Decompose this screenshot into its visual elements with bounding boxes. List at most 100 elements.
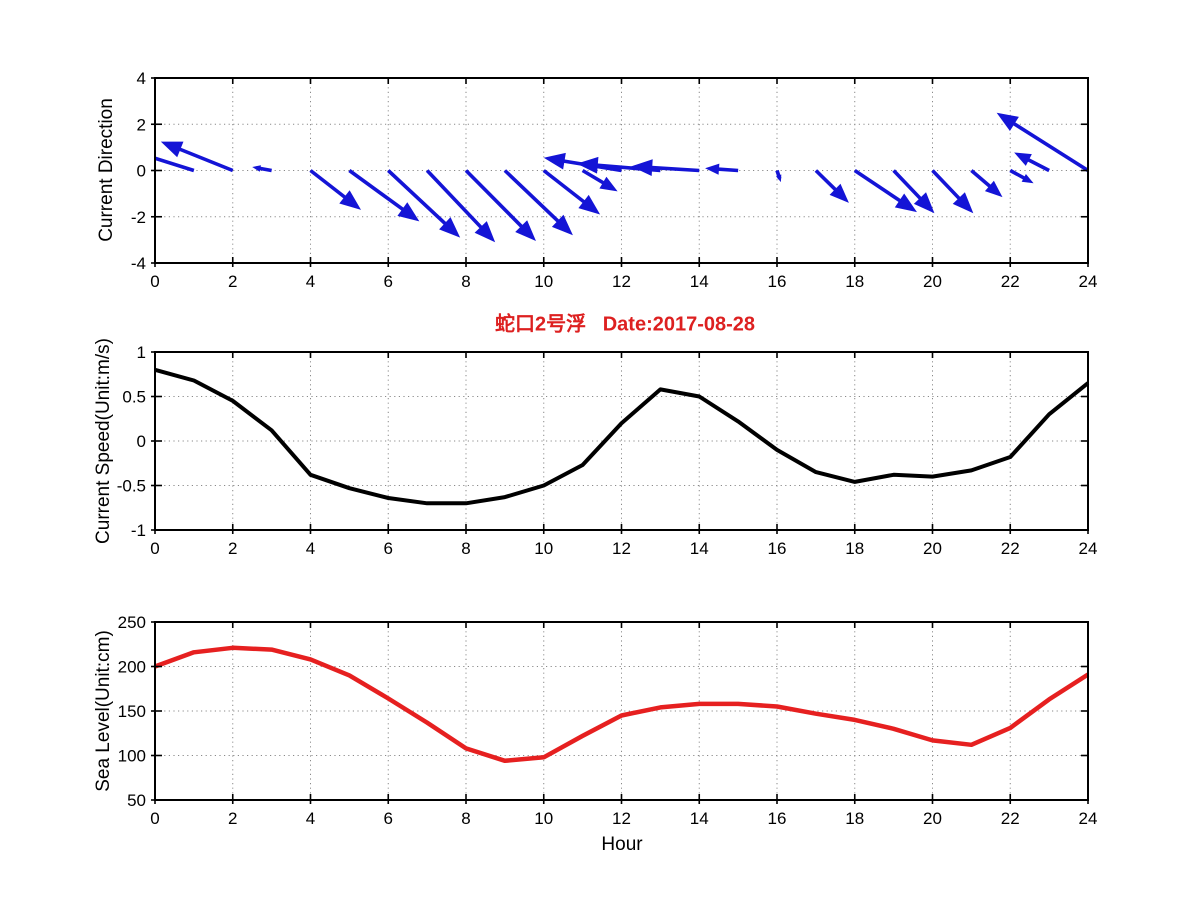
x-tick-label: 22 — [1001, 272, 1020, 291]
y-tick-label: 4 — [137, 69, 146, 88]
quiver-arrow-head — [829, 183, 849, 203]
y-tick-label: 150 — [118, 702, 146, 721]
x-tick-label: 16 — [768, 809, 787, 828]
x-tick-label: 2 — [228, 539, 237, 558]
y-tick-label: 200 — [118, 658, 146, 677]
x-tick-label: 4 — [306, 809, 315, 828]
x-tick-label: 6 — [384, 272, 393, 291]
quiver-group — [155, 112, 1088, 243]
x-tick-label: 18 — [845, 539, 864, 558]
y-axis-label-current-direction: Current Direction — [96, 98, 117, 242]
y-axis-label-current-speed: Current Speed(Unit:m/s) — [93, 338, 114, 544]
y-tick-label: 100 — [118, 747, 146, 766]
x-tick-label: 18 — [845, 272, 864, 291]
x-tick-label: 22 — [1001, 539, 1020, 558]
x-tick-label: 6 — [384, 809, 393, 828]
quiver-arrow-head — [397, 202, 420, 222]
x-tick-label: 24 — [1079, 539, 1098, 558]
quiver-arrow-shaft — [464, 169, 530, 235]
quiver-arrow-head — [543, 152, 566, 170]
x-tick-label: 16 — [768, 539, 787, 558]
quiver-arrow-head — [515, 220, 536, 242]
y-tick-label: 1 — [137, 343, 146, 362]
x-tick-label: 10 — [534, 539, 553, 558]
x-tick-label: 0 — [150, 809, 159, 828]
quiver-arrow-head — [599, 176, 618, 192]
chart-title: 蛇口2号浮 Date:2017-08-28 — [494, 313, 756, 336]
quiver-arrow-head — [578, 194, 601, 215]
x-tick-label: 10 — [534, 809, 553, 828]
x-tick-label: 8 — [461, 272, 470, 291]
x-tick-label: 4 — [306, 272, 315, 291]
quiver-arrow-head — [776, 174, 782, 183]
subplot-1: 0 2 4 6 8 10 12 14 16 18 20 22 24-1-0.500.51 — [117, 343, 1098, 558]
x-tick-label: 8 — [461, 809, 470, 828]
quiver-arrow-head — [631, 159, 653, 177]
x-tick-label: 8 — [461, 539, 470, 558]
quiver-arrow-head — [952, 192, 974, 214]
y-tick-label: -4 — [131, 254, 146, 273]
quiver-arrow-head — [551, 214, 573, 236]
x-tick-label: 16 — [768, 272, 787, 291]
quiver-arrow-head — [160, 141, 184, 158]
x-tick-label: 12 — [612, 809, 631, 828]
x-tick-label: 22 — [1001, 809, 1020, 828]
quiver-arrow-shaft — [503, 169, 567, 230]
x-tick-label: 0 — [150, 539, 159, 558]
x-tick-label: 24 — [1079, 272, 1098, 291]
x-tick-label: 12 — [612, 272, 631, 291]
quiver-arrow-head — [1014, 152, 1032, 166]
y-tick-label: 0.5 — [122, 388, 146, 407]
quiver-arrow-head — [339, 190, 362, 210]
y-tick-label: -1 — [131, 521, 146, 540]
quiver-arrow-head — [913, 192, 935, 214]
y-tick-label: 250 — [118, 613, 146, 632]
x-tick-label: 14 — [690, 272, 709, 291]
quiver-arrow-shaft — [425, 169, 490, 236]
quiver-arrow-head — [984, 180, 1003, 198]
x-tick-label: 20 — [923, 809, 942, 828]
x-tick-label: 24 — [1079, 809, 1098, 828]
x-tick-label: 12 — [612, 539, 631, 558]
quiver-arrow-shaft — [155, 156, 195, 173]
quiver-arrow-head — [705, 163, 720, 175]
x-tick-label: 6 — [384, 539, 393, 558]
x-tick-label: 2 — [228, 272, 237, 291]
data-line — [154, 645, 1090, 764]
x-tick-label: 14 — [690, 809, 709, 828]
quiver-arrow-shaft — [1004, 116, 1088, 173]
y-tick-label: -0.5 — [117, 477, 146, 496]
axes-border — [154, 351, 1089, 531]
quiver-arrow-shaft — [348, 169, 412, 217]
x-tick-label: 10 — [534, 272, 553, 291]
x-tick-label: 20 — [923, 272, 942, 291]
quiver-arrow-shaft — [853, 169, 910, 208]
y-tick-label: 0 — [137, 162, 146, 181]
quiver-arrow-head — [439, 217, 461, 238]
y-axis-label-sea-level: Sea Level(Unit:cm) — [93, 630, 114, 792]
axes-border — [154, 621, 1089, 801]
y-tick-label: 50 — [127, 791, 146, 810]
x-tick-label: 0 — [150, 272, 159, 291]
data-line — [154, 367, 1090, 506]
quiver-arrow-shaft — [169, 143, 234, 173]
quiver-arrow-head — [576, 156, 599, 174]
x-tick-label: 14 — [690, 539, 709, 558]
quiver-arrow-head — [474, 221, 496, 243]
y-tick-label: 0 — [137, 432, 146, 451]
x-tick-label: 20 — [923, 539, 942, 558]
x-axis-label-hour: Hour — [601, 834, 643, 855]
x-tick-label: 4 — [306, 539, 315, 558]
quiver-arrow-head — [252, 165, 261, 172]
x-tick-label: 2 — [228, 809, 237, 828]
y-tick-label: 2 — [137, 115, 146, 134]
x-tick-label: 18 — [845, 809, 864, 828]
quiver-arrow-head — [894, 193, 917, 213]
y-tick-label: -2 — [131, 208, 146, 227]
quiver-arrow-head — [1021, 173, 1034, 184]
quiver-arrow-head — [996, 112, 1019, 132]
